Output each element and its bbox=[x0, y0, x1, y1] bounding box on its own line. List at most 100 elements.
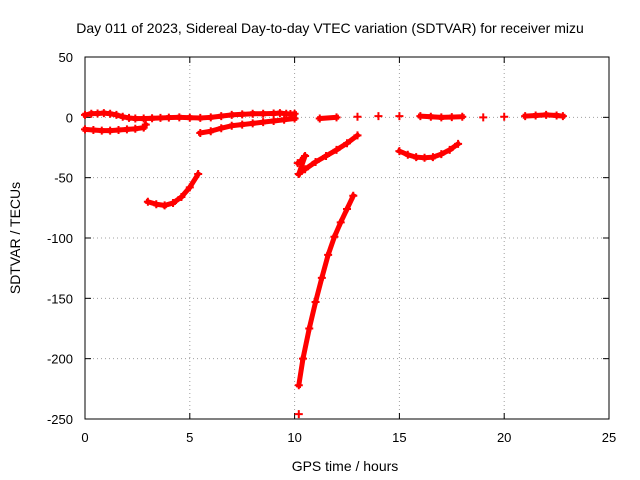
series-3 bbox=[143, 170, 203, 210]
data-point bbox=[194, 170, 203, 179]
data-point bbox=[479, 113, 488, 122]
data-point bbox=[164, 113, 173, 122]
data-point-trail bbox=[312, 274, 325, 306]
data-point bbox=[259, 109, 268, 118]
data-point bbox=[294, 170, 303, 179]
data-point bbox=[156, 113, 165, 122]
data-point bbox=[106, 109, 115, 118]
data-point bbox=[332, 145, 341, 154]
data-point-trail bbox=[295, 355, 306, 389]
chart-title: Day 011 of 2023, Sidereal Day-to-day VTE… bbox=[76, 20, 584, 36]
data-point bbox=[89, 126, 98, 135]
data-point bbox=[343, 139, 351, 148]
data-point bbox=[403, 150, 412, 159]
data-point bbox=[445, 145, 454, 154]
x-tick-label: 5 bbox=[186, 430, 193, 445]
data-point bbox=[196, 113, 205, 122]
data-point bbox=[196, 129, 205, 138]
data-point bbox=[558, 112, 567, 121]
data-point bbox=[112, 110, 121, 119]
data-point bbox=[217, 124, 226, 133]
data-point bbox=[305, 324, 314, 333]
data-point bbox=[217, 112, 226, 121]
x-tick-label: 20 bbox=[497, 430, 511, 445]
data-point bbox=[177, 192, 186, 201]
data-point bbox=[412, 153, 421, 162]
data-point bbox=[437, 150, 446, 159]
data-point bbox=[185, 183, 194, 192]
data-point bbox=[454, 139, 463, 148]
data-point bbox=[395, 112, 404, 121]
data-point bbox=[416, 112, 425, 121]
data-point bbox=[311, 157, 320, 166]
data-point bbox=[353, 131, 362, 140]
data-point bbox=[139, 114, 148, 123]
data-point-trail bbox=[186, 170, 202, 191]
data-point bbox=[458, 112, 467, 121]
data-point bbox=[206, 127, 215, 136]
data-point bbox=[169, 199, 178, 208]
data-point bbox=[259, 118, 268, 127]
series-5 bbox=[294, 191, 358, 419]
data-point bbox=[160, 201, 169, 210]
data-point-trail bbox=[343, 192, 357, 213]
data-point bbox=[315, 114, 324, 123]
data-point bbox=[349, 191, 358, 200]
data-point bbox=[374, 112, 383, 121]
data-point bbox=[114, 126, 123, 135]
y-tick-label: -250 bbox=[47, 412, 73, 427]
data-point bbox=[152, 200, 161, 209]
data-point bbox=[437, 113, 446, 122]
data-point-trail bbox=[300, 325, 313, 362]
data-point-trail bbox=[331, 219, 345, 241]
data-point bbox=[531, 111, 540, 120]
data-point-trail bbox=[446, 140, 462, 154]
data-point bbox=[521, 112, 530, 121]
x-tick-label: 25 bbox=[602, 430, 616, 445]
data-point bbox=[185, 113, 194, 122]
data-point bbox=[118, 112, 127, 121]
x-axis-label: GPS time / hours bbox=[292, 458, 399, 474]
data-point bbox=[330, 232, 339, 241]
data-point bbox=[106, 126, 115, 135]
series-2 bbox=[81, 114, 299, 138]
data-point bbox=[227, 121, 236, 130]
data-point-trail bbox=[324, 233, 338, 259]
data-point bbox=[298, 354, 307, 363]
data-point bbox=[420, 153, 429, 162]
data-point bbox=[206, 113, 215, 122]
data-point bbox=[280, 115, 289, 124]
data-point bbox=[148, 114, 157, 123]
y-tick-label: -150 bbox=[47, 291, 73, 306]
y-tick-label: 0 bbox=[66, 110, 73, 125]
data-point bbox=[324, 250, 333, 259]
data-point bbox=[122, 125, 131, 134]
data-point bbox=[81, 110, 89, 119]
x-tick-label: 15 bbox=[392, 430, 406, 445]
y-tick-label: -50 bbox=[54, 171, 73, 186]
data-point bbox=[428, 153, 437, 162]
data-point bbox=[131, 114, 140, 123]
x-tick-label: 10 bbox=[287, 430, 301, 445]
data-point bbox=[141, 120, 150, 129]
data-point bbox=[290, 114, 299, 123]
data-point bbox=[301, 151, 310, 160]
data-point bbox=[343, 205, 351, 214]
x-tick-label: 0 bbox=[81, 430, 88, 445]
data-point bbox=[248, 119, 257, 128]
data-point bbox=[248, 109, 257, 118]
data-point bbox=[294, 410, 303, 419]
data-point-trail bbox=[306, 298, 319, 332]
data-point bbox=[395, 147, 404, 156]
data-point bbox=[294, 381, 303, 390]
data-point bbox=[336, 218, 345, 227]
data-point bbox=[311, 297, 320, 306]
data-point bbox=[81, 125, 89, 134]
y-axis-label: SDTVAR / TECUs bbox=[7, 182, 23, 294]
y-tick-label: 50 bbox=[59, 50, 73, 65]
y-tick-label: -200 bbox=[47, 352, 73, 367]
data-point bbox=[175, 113, 184, 122]
data-point bbox=[542, 110, 551, 119]
